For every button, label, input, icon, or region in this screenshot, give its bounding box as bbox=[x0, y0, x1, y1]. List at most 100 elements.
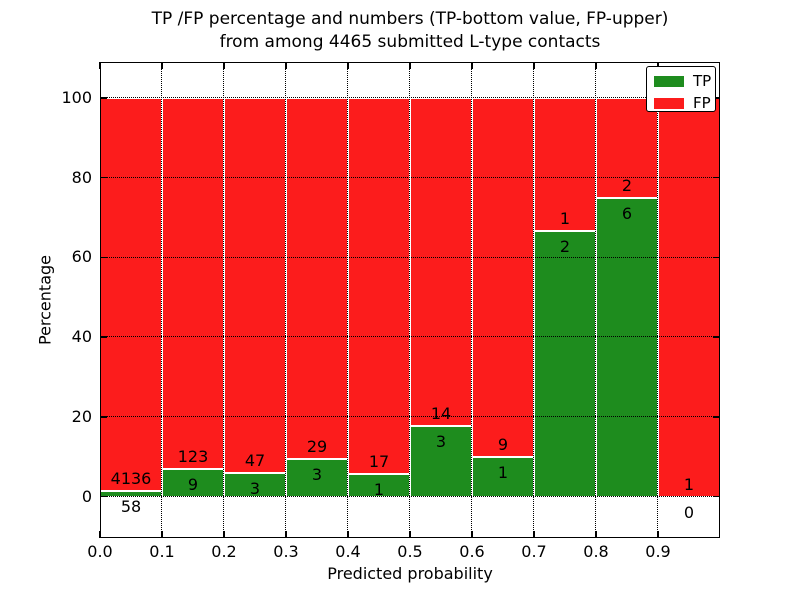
x-tick-label: 0.7 bbox=[521, 542, 547, 561]
fp-count-label: 4136 bbox=[110, 469, 152, 489]
x-tick-mark bbox=[347, 531, 349, 538]
x-tick-mark-top bbox=[409, 62, 411, 69]
fp-count-label: 47 bbox=[244, 450, 266, 470]
gridline-vertical bbox=[533, 62, 535, 538]
x-tick-mark-top bbox=[285, 62, 287, 69]
bar-fp-segment bbox=[658, 97, 720, 497]
gridline-vertical bbox=[595, 62, 597, 538]
gridline-vertical bbox=[471, 62, 473, 538]
gridline-vertical bbox=[409, 62, 411, 538]
chart-title-line1: TP /FP percentage and numbers (TP-bottom… bbox=[151, 9, 669, 29]
y-tick-label: 40 bbox=[71, 327, 92, 347]
fp-count-label: 14 bbox=[430, 404, 452, 424]
y-tick-label: 100 bbox=[61, 87, 92, 107]
bar-fp-segment bbox=[348, 97, 410, 475]
fp-count-label: 1 bbox=[559, 208, 571, 228]
tp-count-label: 9 bbox=[187, 475, 199, 495]
tp-count-label: 0 bbox=[683, 502, 695, 522]
x-tick-label: 0.9 bbox=[645, 542, 671, 561]
x-tick-mark-top bbox=[347, 62, 349, 69]
x-tick-mark-top bbox=[223, 62, 225, 69]
x-tick-label: 0.8 bbox=[583, 542, 609, 561]
tp-count-label: 2 bbox=[559, 236, 571, 256]
bar-fp-segment bbox=[100, 97, 162, 492]
fp-count-label: 29 bbox=[306, 437, 328, 457]
fp-count-label: 17 bbox=[368, 452, 390, 472]
x-tick-mark-top bbox=[471, 62, 473, 69]
x-tick-label: 0.5 bbox=[397, 542, 423, 561]
x-tick-label: 0.1 bbox=[149, 542, 175, 561]
bar-tp-segment bbox=[596, 197, 658, 497]
x-tick-mark-top bbox=[595, 62, 597, 69]
bar-tp-segment bbox=[472, 456, 534, 497]
tp-count-label: 1 bbox=[373, 480, 385, 500]
bar-fp-segment bbox=[286, 97, 348, 460]
x-tick-mark-top bbox=[533, 62, 535, 69]
legend-item: FP bbox=[654, 94, 715, 113]
legend-item-label: FP bbox=[693, 94, 711, 112]
x-tick-label: 0.6 bbox=[459, 542, 485, 561]
x-tick-label: 0.4 bbox=[335, 542, 361, 561]
gridline-vertical bbox=[223, 62, 225, 538]
x-tick-mark bbox=[409, 531, 411, 538]
y-tick-label: 20 bbox=[71, 406, 92, 426]
bar-fp-segment bbox=[410, 97, 472, 427]
y-tick-label: 80 bbox=[71, 167, 92, 187]
fp-count-label: 2 bbox=[621, 175, 633, 195]
gridline-vertical bbox=[657, 62, 659, 538]
y-tick-mark bbox=[100, 495, 107, 498]
x-tick-label: 0.2 bbox=[211, 542, 237, 561]
x-tick-mark bbox=[595, 531, 597, 538]
x-tick-mark bbox=[285, 531, 287, 538]
x-tick-label: 0.0 bbox=[87, 542, 113, 561]
tp-legend-swatch bbox=[654, 76, 684, 87]
fp-legend-swatch bbox=[654, 98, 684, 109]
bar-fp-segment bbox=[596, 97, 658, 198]
legend: TP FP bbox=[646, 66, 716, 112]
x-tick-mark bbox=[533, 531, 535, 538]
fp-count-label: 1 bbox=[683, 474, 695, 494]
x-tick-mark bbox=[161, 531, 163, 538]
legend-item: TP bbox=[654, 72, 715, 91]
x-tick-mark bbox=[471, 531, 473, 538]
y-tick-mark bbox=[100, 176, 107, 179]
y-tick-mark bbox=[100, 97, 107, 99]
tp-count-label: 3 bbox=[311, 465, 323, 485]
y-tick-mark-right bbox=[713, 176, 720, 179]
chart-title-line2: from among 4465 submitted L-type contact… bbox=[219, 32, 601, 52]
y-tick-label: 60 bbox=[71, 247, 92, 267]
fp-count-label: 9 bbox=[497, 434, 509, 454]
y-tick-mark bbox=[100, 336, 107, 338]
x-tick-mark-top bbox=[161, 62, 163, 69]
y-tick-mark-right bbox=[713, 97, 720, 99]
y-tick-mark bbox=[100, 256, 107, 259]
tp-count-label: 3 bbox=[249, 478, 261, 498]
y-tick-mark-right bbox=[713, 256, 720, 259]
x-tick-label: 0.3 bbox=[273, 542, 299, 561]
y-tick-label: 0 bbox=[81, 486, 92, 506]
y-tick-mark-right bbox=[713, 495, 720, 498]
gridline-vertical bbox=[347, 62, 349, 538]
tp-count-label: 6 bbox=[621, 203, 633, 223]
gridline-vertical bbox=[285, 62, 287, 538]
bar-fp-segment bbox=[162, 97, 224, 470]
fp-count-label: 123 bbox=[177, 447, 209, 467]
y-tick-mark-right bbox=[713, 416, 720, 418]
tp-count-label: 3 bbox=[435, 432, 447, 452]
x-tick-mark-top bbox=[99, 62, 101, 69]
y-tick-mark-right bbox=[713, 336, 720, 338]
x-axis-label: Predicted probability bbox=[327, 564, 493, 583]
x-tick-mark-top bbox=[657, 62, 659, 69]
bar-tp-segment bbox=[534, 230, 596, 497]
plot-area: 4136 58 123 9 47 3 29 3 17 1 14 3 9 1 1 2 2 6 1 0 0.0 0.1 0.2… bbox=[61, 62, 720, 560]
x-tick-mark bbox=[99, 531, 101, 538]
x-tick-mark bbox=[223, 531, 225, 538]
bar-fp-segment bbox=[472, 97, 534, 457]
tp-count-label: 1 bbox=[497, 462, 509, 482]
y-tick-mark bbox=[100, 416, 107, 418]
bar-fp-segment bbox=[534, 97, 596, 231]
legend-item-label: TP bbox=[693, 72, 712, 90]
chart-title: TP /FP percentage and numbers (TP-bottom… bbox=[100, 8, 720, 54]
x-tick-mark bbox=[657, 531, 659, 538]
